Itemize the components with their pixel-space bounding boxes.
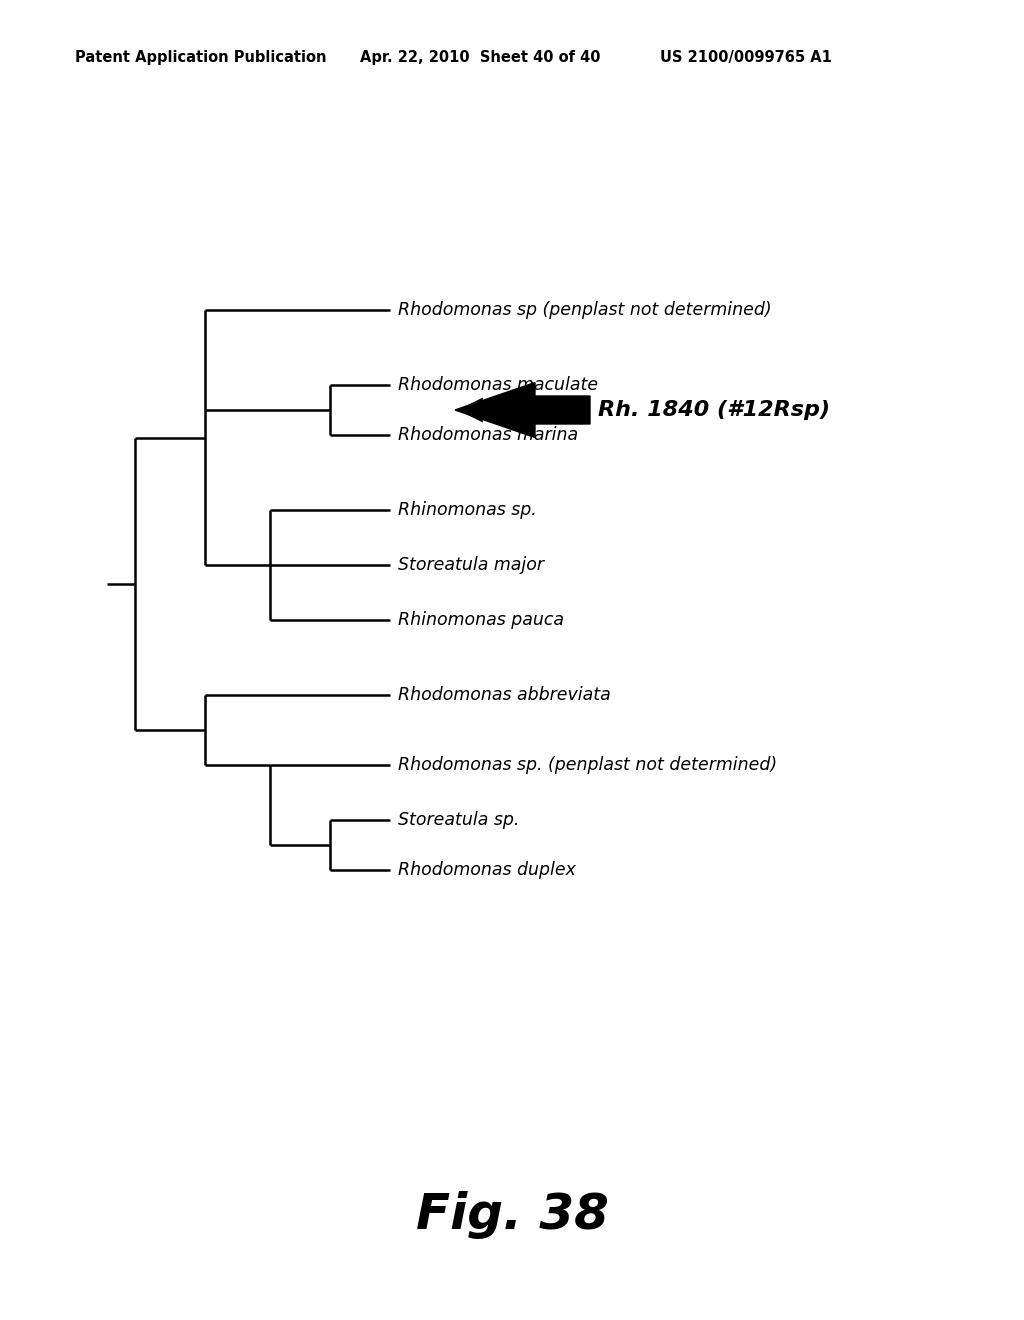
Text: Fig. 38: Fig. 38	[416, 1191, 608, 1239]
Text: Rhodomonas maculate: Rhodomonas maculate	[398, 376, 598, 393]
Text: Rhodomonas sp (penplast not determined): Rhodomonas sp (penplast not determined)	[398, 301, 772, 319]
Text: Storeatula sp.: Storeatula sp.	[398, 810, 519, 829]
Text: Rhodomonas abbreviata: Rhodomonas abbreviata	[398, 686, 610, 704]
Text: Rh. 1840 (#12Rsp): Rh. 1840 (#12Rsp)	[598, 400, 830, 420]
Text: Patent Application Publication: Patent Application Publication	[75, 50, 327, 65]
Text: Rhodomonas marina: Rhodomonas marina	[398, 426, 579, 444]
Text: Rhodomonas sp. (penplast not determined): Rhodomonas sp. (penplast not determined)	[398, 756, 777, 774]
Text: Rhodomonas duplex: Rhodomonas duplex	[398, 861, 575, 879]
Text: Storeatula major: Storeatula major	[398, 556, 544, 574]
FancyArrow shape	[455, 383, 590, 437]
Text: Rhinomonas sp.: Rhinomonas sp.	[398, 502, 537, 519]
Text: Rhinomonas pauca: Rhinomonas pauca	[398, 611, 564, 630]
Text: US 2100/0099765 A1: US 2100/0099765 A1	[660, 50, 831, 65]
Text: Apr. 22, 2010  Sheet 40 of 40: Apr. 22, 2010 Sheet 40 of 40	[360, 50, 600, 65]
